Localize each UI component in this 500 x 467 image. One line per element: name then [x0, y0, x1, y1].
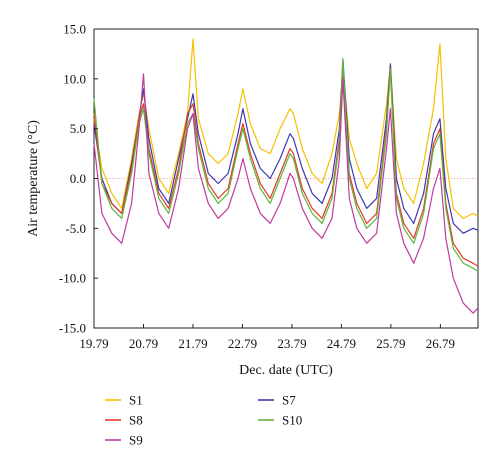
series-line-s9 — [93, 73, 479, 314]
legend-label-s1: S1 — [129, 393, 143, 408]
y-tick-label: 15.0 — [63, 22, 86, 37]
x-tick-label: 22.79 — [228, 336, 257, 351]
y-tick-label: 0.0 — [70, 171, 86, 186]
y-tick-label: 5.0 — [70, 121, 86, 136]
x-tick-label: 19.79 — [79, 336, 108, 351]
x-axis: 19.79 20.79 21.79 22.79 23.79 24.79 25.79 26.79 — [79, 324, 455, 351]
x-tick-label: 26.79 — [426, 336, 455, 351]
legend-label-s8: S8 — [129, 413, 143, 428]
legend-label-s7: S7 — [282, 393, 296, 408]
y-tick-label: -10.0 — [59, 271, 86, 286]
y-tick-label: -15.0 — [59, 321, 86, 336]
legend: S1 S7 S8 S10 S9 — [105, 393, 302, 448]
legend-label-s10: S10 — [282, 413, 302, 428]
x-tick-label: 20.79 — [129, 336, 158, 351]
series-line-s1 — [93, 38, 479, 219]
y-axis-title: Air temperature (°C) — [26, 120, 41, 237]
series-layer — [93, 38, 479, 314]
y-axis: 15.0 10.0 5.0 0.0 -5.0 -10.0 -15.0 — [59, 22, 98, 336]
plot-area — [93, 28, 479, 329]
x-tick-label: 21.79 — [178, 336, 207, 351]
x-tick-label: 23.79 — [277, 336, 306, 351]
series-line-s10 — [93, 58, 479, 272]
y-tick-label: -5.0 — [65, 221, 86, 236]
x-axis-title: Dec. date (UTC) — [239, 363, 333, 378]
legend-label-s9: S9 — [129, 433, 143, 448]
x-tick-label: 24.79 — [327, 336, 356, 351]
series-line-s7 — [93, 58, 479, 234]
x-tick-label: 25.79 — [376, 336, 405, 351]
y-tick-label: 10.0 — [63, 71, 86, 86]
series-line-s8 — [93, 63, 479, 267]
